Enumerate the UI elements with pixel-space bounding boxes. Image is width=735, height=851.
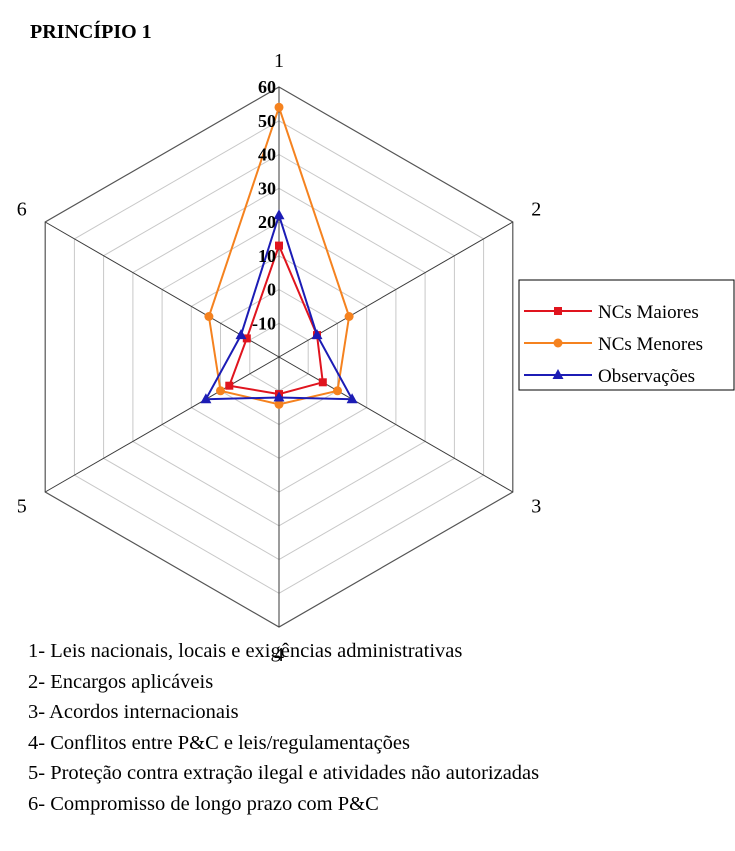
data-point: [274, 102, 284, 112]
data-point: [216, 386, 225, 396]
radial-tick-labels: -10 0 10 20 30 40 50 60: [252, 77, 276, 333]
data-point: [311, 329, 323, 340]
data-point: [200, 393, 212, 404]
axis-label-3: 3: [531, 496, 541, 518]
legend-marker: [554, 307, 562, 315]
axis-labels: 1 2 3 4 5 6: [17, 50, 541, 666]
data-point: [274, 399, 284, 409]
axis-description-list: 1- Leis nacionais, locais e exigências a…: [28, 636, 539, 819]
axis-description-5: 5- Proteção contra extração ilegal e ati…: [28, 762, 540, 784]
legend-label: NCs Menores: [598, 334, 703, 355]
axis-description-6: 6- Compromisso de longo prazo com P&C: [28, 792, 379, 815]
data-point: [275, 241, 283, 250]
data-point: [225, 381, 234, 390]
axis-spoke: [278, 356, 514, 493]
series-ncs-menores: [204, 102, 354, 409]
legend-label: NCs Maiores: [598, 302, 699, 323]
legend-frame: [518, 279, 735, 391]
axis-label-5: 5: [17, 496, 27, 518]
data-point: [273, 391, 285, 402]
axis-label-1: 1: [274, 50, 284, 72]
data-point: [235, 329, 247, 340]
axis-description-4: 4- Conflitos entre P&C e leis/regulament…: [28, 731, 411, 754]
axis-description-3: 3- Acordos internacionais: [28, 701, 239, 723]
legend-item: NCs Menores: [524, 334, 703, 355]
data-point: [318, 378, 327, 387]
legend-item: Observações: [524, 366, 695, 387]
axis-label-2: 2: [531, 199, 541, 221]
radial-tick-label: 40: [258, 145, 276, 165]
axis-label-4: 4: [274, 644, 284, 666]
data-point: [273, 209, 285, 220]
legend-marker: [553, 338, 563, 348]
axis-description-1: 1- Leis nacionais, locais e exigências a…: [28, 640, 463, 662]
data-point: [242, 334, 251, 343]
data-point: [346, 393, 358, 404]
radial-tick-label: 0: [267, 280, 276, 300]
legend: NCs Maiores NCs Menores Observações: [518, 279, 735, 391]
radial-tick-label: 30: [258, 178, 276, 198]
legend-marker: [552, 369, 564, 379]
series-observa-es: [200, 209, 358, 404]
radial-tick-label: 50: [258, 111, 276, 131]
series-line: [227, 242, 324, 396]
radial-tick-label: 60: [258, 77, 276, 97]
radial-tick-label: 20: [258, 212, 276, 232]
axis-spoke: [44, 356, 280, 493]
radial-tick-label: 10: [258, 246, 276, 266]
radial-tick-label: -10: [252, 313, 276, 333]
axis-label-6: 6: [17, 199, 27, 221]
legend-label: Observações: [598, 366, 695, 387]
data-point: [333, 386, 342, 396]
data-point: [204, 312, 214, 321]
data-point: [344, 312, 354, 321]
axis-description-2: 2- Encargos aplicáveis: [28, 670, 214, 693]
radar-grid: [44, 86, 514, 628]
series-layer: [200, 102, 358, 409]
legend-item: NCs Maiores: [524, 302, 699, 323]
chart-title: PRINCÍPIO 1: [30, 20, 152, 43]
